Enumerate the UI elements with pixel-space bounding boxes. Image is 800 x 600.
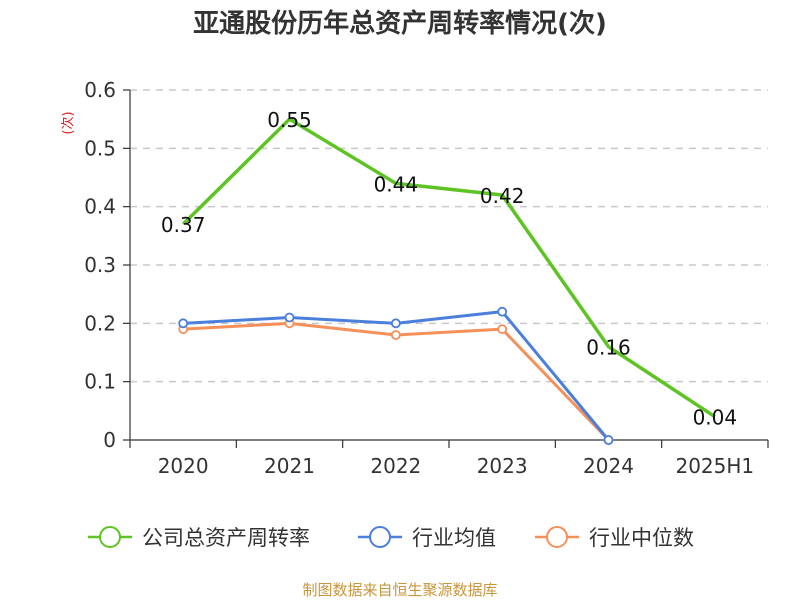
grid-layer: [130, 89, 768, 383]
y-tick-label: 0.5: [84, 136, 116, 160]
legend-item: 公司总资产周转率: [88, 526, 310, 550]
legend-item: 行业中位数: [535, 526, 694, 550]
series-1: [178, 306, 614, 445]
y-tick-label: 0: [103, 428, 116, 452]
data-label-layer: 0.37 0.55 0.44 0.42 0.16 0.04: [161, 108, 738, 430]
axis-layer: 0 0.1 0.2 0.3 0.4 0.5 0.6 2020 2021 2022 2023 2024 2…: [84, 78, 769, 478]
legend-swatch-marker: [546, 526, 568, 548]
series-0: [181, 117, 716, 419]
y-axis-label: (次): [60, 111, 76, 134]
chart-title: 亚通股份历年总资产周转率情况(次): [193, 8, 607, 39]
source-note: 制图数据来自恒生聚源数据库: [302, 581, 497, 599]
legend-label: 行业中位数: [589, 526, 694, 550]
data-point: [178, 318, 189, 329]
x-tick-label: 2024: [583, 454, 634, 478]
legend-label: 行业均值: [412, 526, 496, 550]
x-tick-label: 2020: [158, 454, 209, 478]
data-point: [390, 318, 401, 329]
x-tick-label: 2025H1: [675, 454, 754, 478]
data-point: [497, 324, 508, 335]
x-tick-label: 2021: [264, 454, 315, 478]
data-point: [390, 330, 401, 340]
y-tick-label: 0.6: [84, 78, 116, 102]
legend-swatch-marker: [99, 526, 121, 548]
series-layer: [178, 117, 716, 445]
legend: 公司总资产周转率 行业均值 行业中位数: [88, 526, 694, 550]
y-tick-label: 0.2: [84, 311, 116, 335]
data-point: [497, 306, 508, 317]
y-tick-label: 0.4: [84, 195, 116, 219]
data-label: 0.37: [161, 213, 206, 237]
legend-item: 行业均值: [358, 526, 496, 550]
x-tick-label: 2023: [477, 454, 528, 478]
legend-swatch-marker: [369, 526, 391, 548]
data-label: 0.44: [374, 172, 419, 196]
x-tick-label: 2022: [370, 454, 421, 478]
data-label: 0.55: [267, 108, 312, 132]
data-point: [284, 312, 295, 323]
y-tick-label: 0.3: [84, 253, 116, 277]
data-label: 0.16: [586, 336, 631, 360]
data-label: 0.04: [693, 406, 738, 430]
data-label: 0.42: [480, 184, 525, 208]
y-tick-label: 0.1: [84, 370, 116, 394]
legend-label: 公司总资产周转率: [142, 526, 310, 550]
data-point: [603, 435, 614, 445]
series-line: [181, 117, 716, 419]
